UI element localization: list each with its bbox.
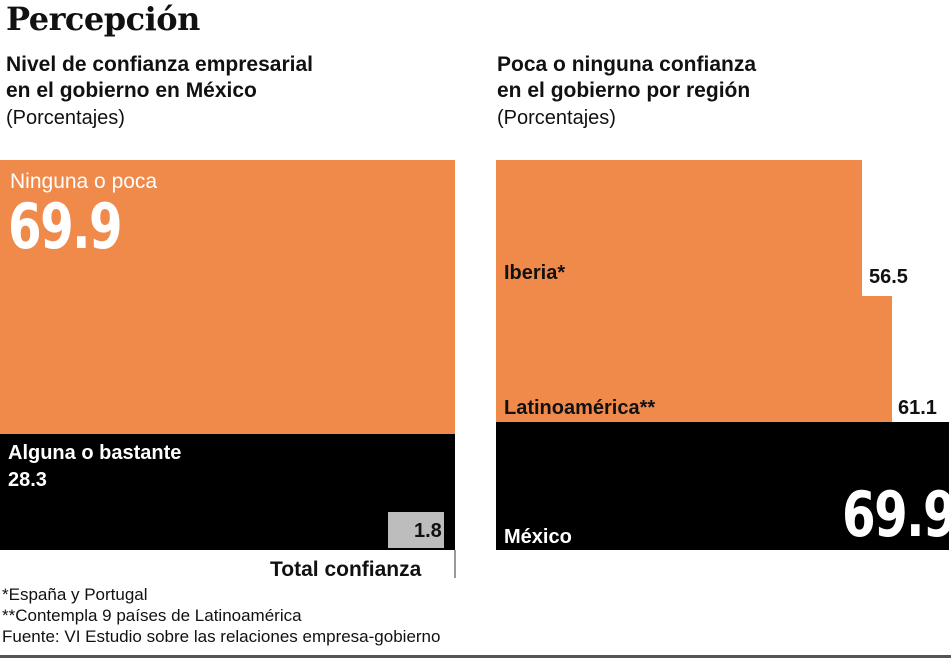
- total-confianza-leader-line: [454, 550, 456, 578]
- right-subtitle-line-2: en el gobierno por región: [497, 79, 751, 102]
- value-iberia: 56.5: [869, 266, 908, 288]
- footnote-1: *España y Portugal: [2, 585, 148, 604]
- value-latinoamerica: 61.1: [898, 397, 937, 419]
- left-subtitle-line-1: Nivel de confianza empresarial: [6, 53, 313, 76]
- bar-mexico: [496, 422, 949, 550]
- value-ninguna-o-poca: 69.9: [8, 190, 123, 263]
- value-alguna-o-bastante: 28.3: [8, 469, 47, 491]
- footnote-2: **Contempla 9 países de Latinoamérica: [2, 606, 302, 625]
- left-subtitle-line-2: en el gobierno en México: [6, 79, 257, 102]
- page-title: Percepción: [6, 0, 200, 38]
- bar-latinoamerica: [496, 296, 892, 422]
- right-subtitle: Poca o ninguna confianza en el gobierno …: [497, 52, 756, 104]
- left-unit: (Porcentajes): [6, 107, 125, 129]
- label-total-confianza: Total confianza: [270, 558, 422, 581]
- right-subtitle-line-1: Poca o ninguna confianza: [497, 53, 757, 76]
- label-latinoamerica: Latinoamérica**: [504, 397, 656, 419]
- footnote-3: Fuente: VI Estudio sobre las relaciones …: [2, 627, 441, 646]
- bar-iberia: [496, 160, 862, 296]
- left-subtitle: Nivel de confianza empresarial en el gob…: [6, 52, 313, 104]
- right-unit: (Porcentajes): [497, 107, 616, 129]
- value-mexico: 69.9: [842, 478, 951, 551]
- block-ninguna-o-poca: [0, 160, 455, 434]
- label-ninguna-o-poca: Ninguna o poca: [10, 170, 158, 193]
- block-total-confianza: [388, 512, 444, 548]
- label-alguna-o-bastante: Alguna o bastante: [8, 442, 182, 464]
- value-total-confianza: 1.8: [414, 520, 442, 542]
- label-iberia: Iberia*: [504, 262, 566, 284]
- bottom-rule: [0, 655, 951, 658]
- block-alguna-o-bastante: [0, 434, 455, 550]
- label-mexico: México: [504, 526, 572, 548]
- footnotes: *España y Portugal **Contempla 9 países …: [2, 584, 440, 647]
